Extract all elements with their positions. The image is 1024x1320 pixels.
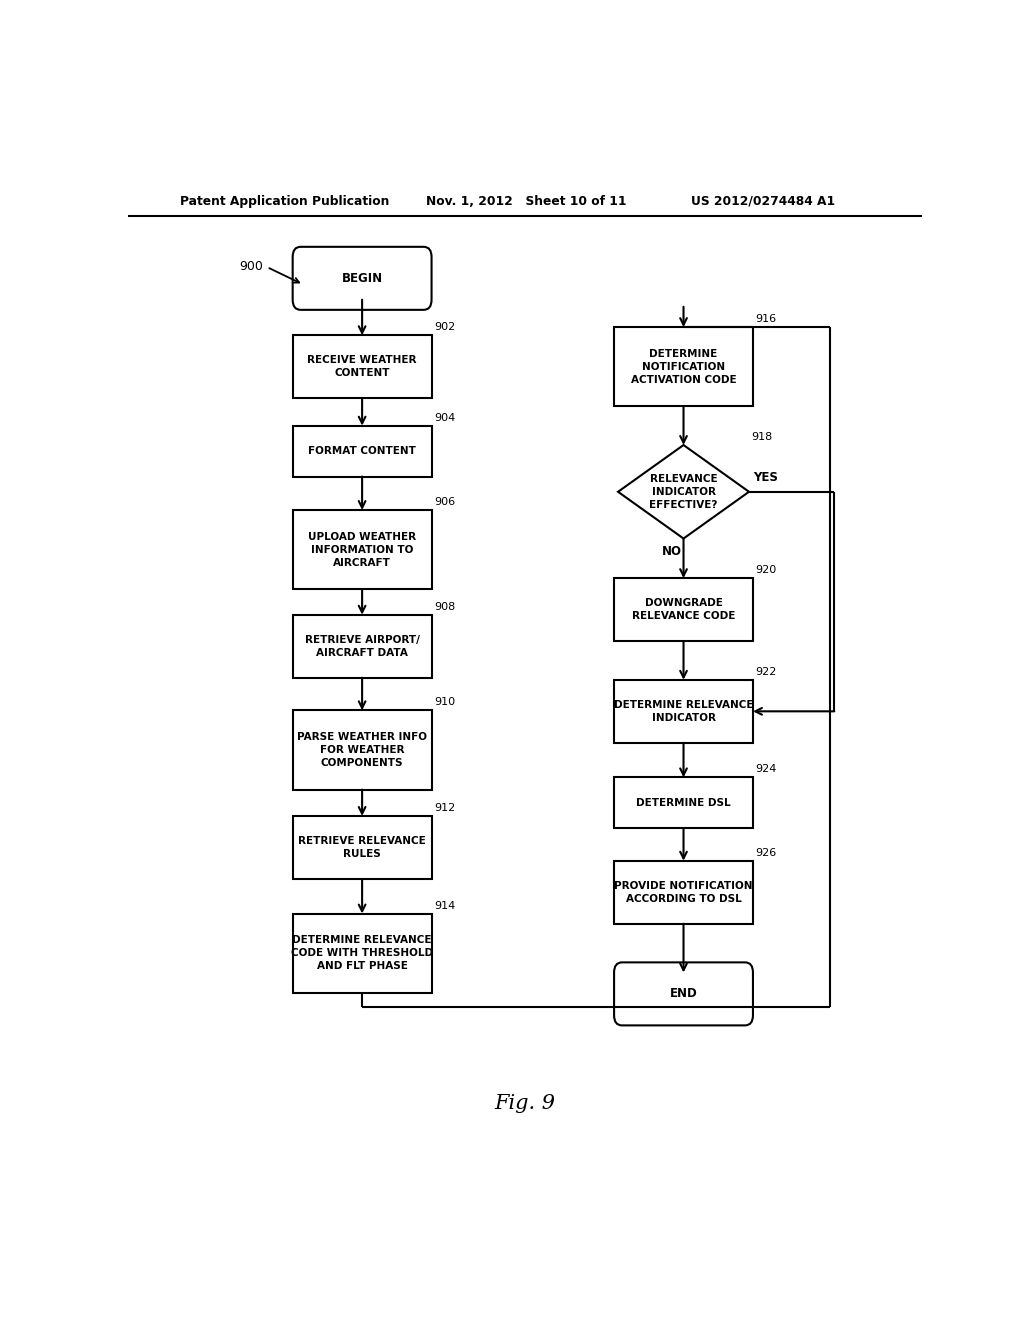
Text: DETERMINE RELEVANCE
CODE WITH THRESHOLD
AND FLT PHASE: DETERMINE RELEVANCE CODE WITH THRESHOLD … bbox=[291, 936, 433, 972]
Text: BEGIN: BEGIN bbox=[342, 272, 383, 285]
Text: RECEIVE WEATHER
CONTENT: RECEIVE WEATHER CONTENT bbox=[307, 355, 417, 378]
Text: 910: 910 bbox=[434, 697, 455, 708]
Text: 918: 918 bbox=[752, 432, 773, 442]
FancyBboxPatch shape bbox=[614, 962, 753, 1026]
Text: Fig. 9: Fig. 9 bbox=[495, 1094, 555, 1113]
Text: 904: 904 bbox=[434, 413, 456, 422]
Bar bbox=[293, 816, 431, 879]
Text: Patent Application Publication: Patent Application Publication bbox=[179, 194, 389, 207]
Text: NO: NO bbox=[662, 545, 682, 557]
Text: DOWNGRADE
RELEVANCE CODE: DOWNGRADE RELEVANCE CODE bbox=[632, 598, 735, 622]
Bar bbox=[614, 578, 753, 642]
FancyBboxPatch shape bbox=[293, 247, 431, 310]
Text: PARSE WEATHER INFO
FOR WEATHER
COMPONENTS: PARSE WEATHER INFO FOR WEATHER COMPONENT… bbox=[297, 733, 427, 768]
Bar bbox=[293, 335, 431, 399]
Text: 922: 922 bbox=[756, 667, 777, 677]
Text: END: END bbox=[670, 987, 697, 1001]
Text: 916: 916 bbox=[756, 314, 776, 325]
Text: Nov. 1, 2012   Sheet 10 of 11: Nov. 1, 2012 Sheet 10 of 11 bbox=[426, 194, 626, 207]
Bar bbox=[614, 680, 753, 743]
Bar bbox=[293, 426, 431, 477]
Text: US 2012/0274484 A1: US 2012/0274484 A1 bbox=[691, 194, 836, 207]
Text: RELEVANCE
INDICATOR
EFFECTIVE?: RELEVANCE INDICATOR EFFECTIVE? bbox=[649, 474, 718, 510]
Bar bbox=[293, 510, 431, 589]
Text: DETERMINE RELEVANCE
INDICATOR: DETERMINE RELEVANCE INDICATOR bbox=[613, 700, 754, 723]
Bar bbox=[614, 777, 753, 828]
Text: YES: YES bbox=[753, 471, 778, 483]
Text: UPLOAD WEATHER
INFORMATION TO
AIRCRAFT: UPLOAD WEATHER INFORMATION TO AIRCRAFT bbox=[308, 532, 416, 568]
Text: DETERMINE
NOTIFICATION
ACTIVATION CODE: DETERMINE NOTIFICATION ACTIVATION CODE bbox=[631, 348, 736, 384]
Text: 926: 926 bbox=[756, 847, 776, 858]
Text: PROVIDE NOTIFICATION
ACCORDING TO DSL: PROVIDE NOTIFICATION ACCORDING TO DSL bbox=[614, 880, 753, 904]
Text: DETERMINE DSL: DETERMINE DSL bbox=[636, 797, 731, 808]
Bar bbox=[293, 710, 431, 789]
Text: RETRIEVE RELEVANCE
RULES: RETRIEVE RELEVANCE RULES bbox=[298, 836, 426, 859]
Text: 914: 914 bbox=[434, 900, 456, 911]
Text: 920: 920 bbox=[756, 565, 776, 576]
Text: 906: 906 bbox=[434, 498, 455, 507]
Text: 900: 900 bbox=[239, 260, 263, 273]
Text: RETRIEVE AIRPORT/
AIRCRAFT DATA: RETRIEVE AIRPORT/ AIRCRAFT DATA bbox=[305, 635, 420, 657]
Text: 908: 908 bbox=[434, 602, 456, 611]
Bar bbox=[614, 861, 753, 924]
Text: 902: 902 bbox=[434, 322, 456, 333]
Bar bbox=[614, 327, 753, 407]
Bar bbox=[293, 913, 431, 993]
Text: 912: 912 bbox=[434, 803, 456, 813]
Polygon shape bbox=[618, 445, 749, 539]
Text: 924: 924 bbox=[756, 764, 777, 775]
Text: FORMAT CONTENT: FORMAT CONTENT bbox=[308, 446, 416, 457]
Bar bbox=[293, 615, 431, 677]
